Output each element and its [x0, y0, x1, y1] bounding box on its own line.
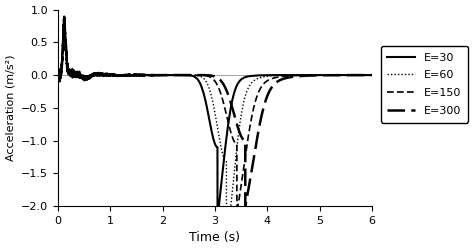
E=30 [62, 15, 67, 18]
X-axis label: Time (s): Time (s) [190, 232, 240, 244]
E=60 [55, 73, 61, 76]
Line: E=30: E=30 [58, 16, 372, 219]
E=150 [283, 74, 289, 78]
E=60 [61, 18, 67, 20]
E=60 [204, 82, 210, 85]
E=30 [204, 107, 210, 110]
E=300 [369, 74, 374, 76]
E=60 [187, 74, 193, 76]
Line: E=60: E=60 [58, 19, 372, 248]
E=300 [55, 75, 61, 78]
E=150 [344, 74, 349, 76]
E=30 [369, 74, 374, 76]
E=300 [359, 74, 365, 76]
E=300 [62, 24, 67, 27]
E=60 [190, 74, 195, 77]
E=300 [187, 74, 193, 76]
E=30 [190, 74, 195, 78]
E=150 [187, 74, 193, 76]
E=150 [369, 74, 374, 76]
Y-axis label: Acceleration (m/s²): Acceleration (m/s²) [6, 54, 16, 161]
E=300 [243, 204, 248, 207]
Legend: E=30, E=60, E=150, E=300: E=30, E=60, E=150, E=300 [381, 46, 468, 122]
E=60 [359, 74, 365, 76]
Line: E=150: E=150 [58, 21, 372, 212]
E=30 [359, 74, 365, 76]
E=150 [204, 74, 210, 77]
E=300 [190, 74, 195, 76]
E=60 [283, 74, 289, 77]
E=30 [187, 74, 193, 77]
E=300 [204, 74, 210, 77]
E=150 [190, 74, 195, 76]
E=300 [283, 76, 289, 80]
E=30 [344, 74, 349, 76]
E=150 [62, 20, 67, 23]
E=60 [369, 74, 374, 76]
E=150 [359, 74, 365, 76]
E=150 [55, 70, 61, 72]
E=30 [55, 73, 61, 76]
E=30 [283, 74, 289, 76]
E=30 [215, 218, 220, 221]
E=60 [224, 246, 229, 249]
E=150 [234, 211, 240, 214]
Line: E=300: E=300 [58, 26, 372, 206]
E=60 [344, 74, 349, 76]
E=300 [344, 74, 349, 76]
